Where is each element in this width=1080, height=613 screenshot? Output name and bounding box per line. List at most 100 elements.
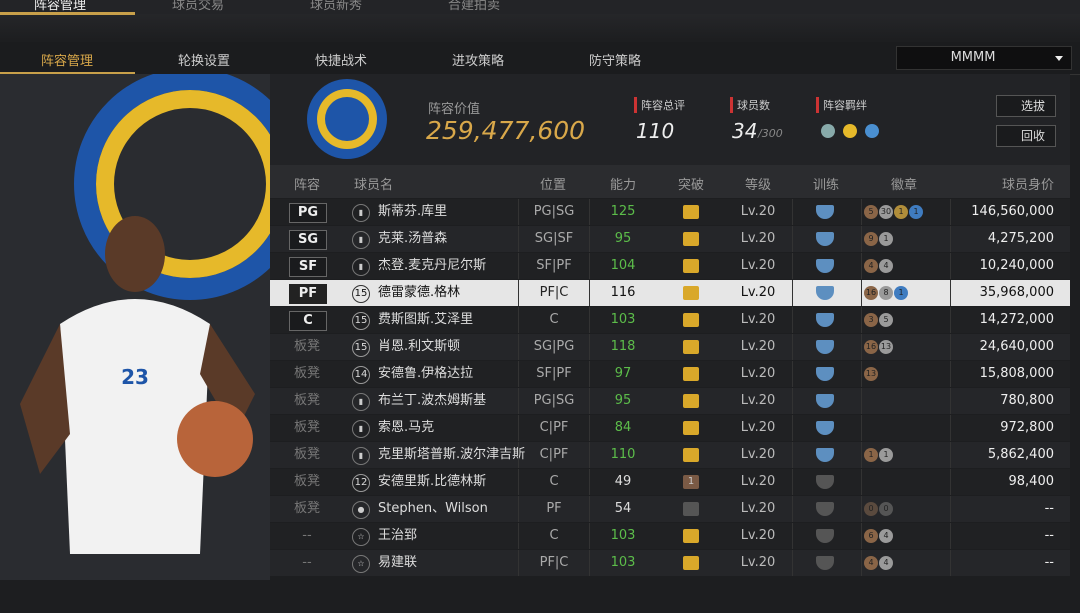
column-header: 徽章	[890, 178, 917, 193]
table-row[interactable]: 板凳 ▮ 克里斯塔普斯.波尔津吉斯 C|PF 110 Lv.20 1 1 5,862,400	[270, 442, 1070, 468]
player-price: 10,240,000	[979, 258, 1054, 273]
table-row[interactable]: PF 15 德雷蒙德.格林 PF|C 116 Lv.20 16 8 1 35,968,000	[270, 280, 1070, 306]
badge: 0	[864, 501, 878, 516]
recycle-button-text: 回收	[1020, 129, 1045, 143]
player-price: --	[1044, 555, 1054, 570]
players-label: 球员数	[730, 97, 770, 113]
dropdown[interactable]: MMMM	[896, 46, 1072, 70]
position: SG|SF	[518, 226, 590, 252]
training-icon	[816, 394, 834, 408]
breakthrough-icon	[683, 367, 699, 381]
breakthrough-icon	[683, 232, 699, 246]
player-icon: ●	[352, 501, 370, 519]
player-name: 费斯图斯.艾泽里	[378, 312, 474, 327]
training-icon	[816, 502, 834, 516]
chemistry-label: 阵容羁绊	[816, 97, 867, 113]
sub-tab[interactable]: 轮换设置	[177, 54, 230, 69]
position: C|PF	[518, 415, 590, 441]
top-tab[interactable]: 球员新秀	[309, 0, 362, 13]
slot: SF	[289, 257, 327, 277]
slot: C	[289, 311, 327, 331]
badge: 4	[864, 555, 878, 570]
table-row[interactable]: 板凳 15 肖恩.利文斯顿 SG|PG 118 Lv.20 16 13 24,640,000	[270, 334, 1070, 360]
level: Lv.20	[740, 447, 776, 462]
ability: 110	[610, 447, 636, 462]
sub-tab[interactable]: 阵容管理	[40, 54, 93, 69]
jersey-number-icon: 15	[352, 339, 370, 357]
level: Lv.20	[740, 339, 776, 354]
player-name: 索恩.马克	[378, 420, 435, 435]
slot: 板凳	[293, 420, 320, 435]
badge: 4	[879, 258, 893, 273]
player-price: 98,400	[1008, 474, 1055, 489]
ability: 104	[610, 258, 636, 273]
table-row[interactable]: C 15 费斯图斯.艾泽里 C 103 Lv.20 3 5 14,272,000	[270, 307, 1070, 333]
player-icon: ▮	[352, 420, 370, 438]
player-icon: ▮	[352, 447, 370, 465]
sub-tab[interactable]: 进攻策略	[451, 54, 504, 69]
badge: 6	[864, 528, 878, 543]
column-header: 训练	[812, 178, 839, 193]
player-name: Stephen、Wilson	[378, 501, 488, 516]
position: PF	[518, 496, 590, 522]
badge: 16	[864, 285, 878, 300]
dropdown-text: MMMM	[950, 50, 996, 65]
sub-tab[interactable]: 快捷战术	[314, 54, 367, 69]
table-row[interactable]: 板凳 ● Stephen、Wilson PF 54 Lv.20 0 0 --	[270, 496, 1070, 522]
column-header: 球员名	[354, 178, 394, 193]
top-tab[interactable]: 阵容管理	[33, 0, 86, 13]
recycle-button[interactable]: 回收	[996, 125, 1056, 147]
top-tab[interactable]: 合建拍卖	[447, 0, 500, 13]
breakthrough-icon	[683, 205, 699, 219]
training-icon	[816, 421, 834, 435]
table-row[interactable]: 板凳 ▮ 布兰丁.波杰姆斯基 PG|SG 95 Lv.20 780,800	[270, 388, 1070, 414]
breakthrough-icon	[683, 259, 699, 273]
badge: 5	[864, 204, 878, 219]
player-name: 易建联	[378, 555, 418, 570]
table-row[interactable]: 板凳 14 安德鲁.伊格达拉 SF|PF 97 Lv.20 13 15,808,000	[270, 361, 1070, 387]
training-icon	[816, 259, 834, 273]
jersey-number-icon: 14	[352, 366, 370, 384]
ability: 103	[610, 312, 636, 327]
select-button[interactable]: 选拔	[996, 95, 1056, 117]
ability: 95	[614, 231, 632, 246]
breakthrough-icon	[683, 502, 699, 516]
table-row[interactable]: SG ▮ 克莱.汤普森 SG|SF 95 Lv.20 9 1 4,275,200	[270, 226, 1070, 252]
breakthrough-icon: 1	[683, 475, 699, 489]
training-icon	[816, 367, 834, 381]
slot: 板凳	[293, 393, 320, 408]
jersey-number-icon: 12	[352, 474, 370, 492]
ability: 54	[614, 501, 632, 516]
badges: 16 8 1	[864, 280, 951, 306]
position: PG|SG	[518, 388, 590, 414]
sub-tab[interactable]: 防守策略	[588, 54, 641, 69]
level: Lv.20	[740, 420, 776, 435]
lineup-value: 259,477,600	[426, 116, 586, 145]
badge: 1	[894, 204, 908, 219]
player-price: 780,800	[1000, 393, 1054, 408]
breakthrough-icon	[683, 448, 699, 462]
top-tab[interactable]: 球员交易	[171, 0, 224, 13]
level: Lv.20	[740, 285, 776, 300]
table-row[interactable]: SF ▮ 杰登.麦克丹尼尔斯 SF|PF 104 Lv.20 4 4 10,240,000	[270, 253, 1070, 279]
slot: 板凳	[293, 339, 320, 354]
ability: 118	[610, 339, 636, 354]
badge: 1	[894, 285, 908, 300]
slot: PF	[289, 284, 327, 304]
table-row[interactable]: -- ☆ 易建联 PF|C 103 Lv.20 4 4 --	[270, 550, 1070, 576]
badges: 16 13	[864, 334, 951, 360]
dropdown-arrow	[1055, 56, 1063, 61]
table-row[interactable]: 板凳 12 安德里斯.比德林斯 C 49 1 Lv.20 98,400	[270, 469, 1070, 495]
column-header: 等级	[744, 178, 771, 193]
player-price: 24,640,000	[979, 339, 1054, 354]
ability: 84	[614, 420, 632, 435]
table-row[interactable]: PG ▮ 斯蒂芬.库里 PG|SG 125 Lv.20 5 30 1 1 146,560,000	[270, 199, 1070, 225]
badge: 13	[879, 339, 893, 354]
level: Lv.20	[740, 312, 776, 327]
badges	[864, 469, 951, 495]
level: Lv.20	[740, 204, 776, 219]
table-row[interactable]: 板凳 ▮ 索恩.马克 C|PF 84 Lv.20 972,800	[270, 415, 1070, 441]
badge: 13	[864, 366, 878, 381]
table-row[interactable]: -- ☆ 王治郅 C 103 Lv.20 6 4 --	[270, 523, 1070, 549]
